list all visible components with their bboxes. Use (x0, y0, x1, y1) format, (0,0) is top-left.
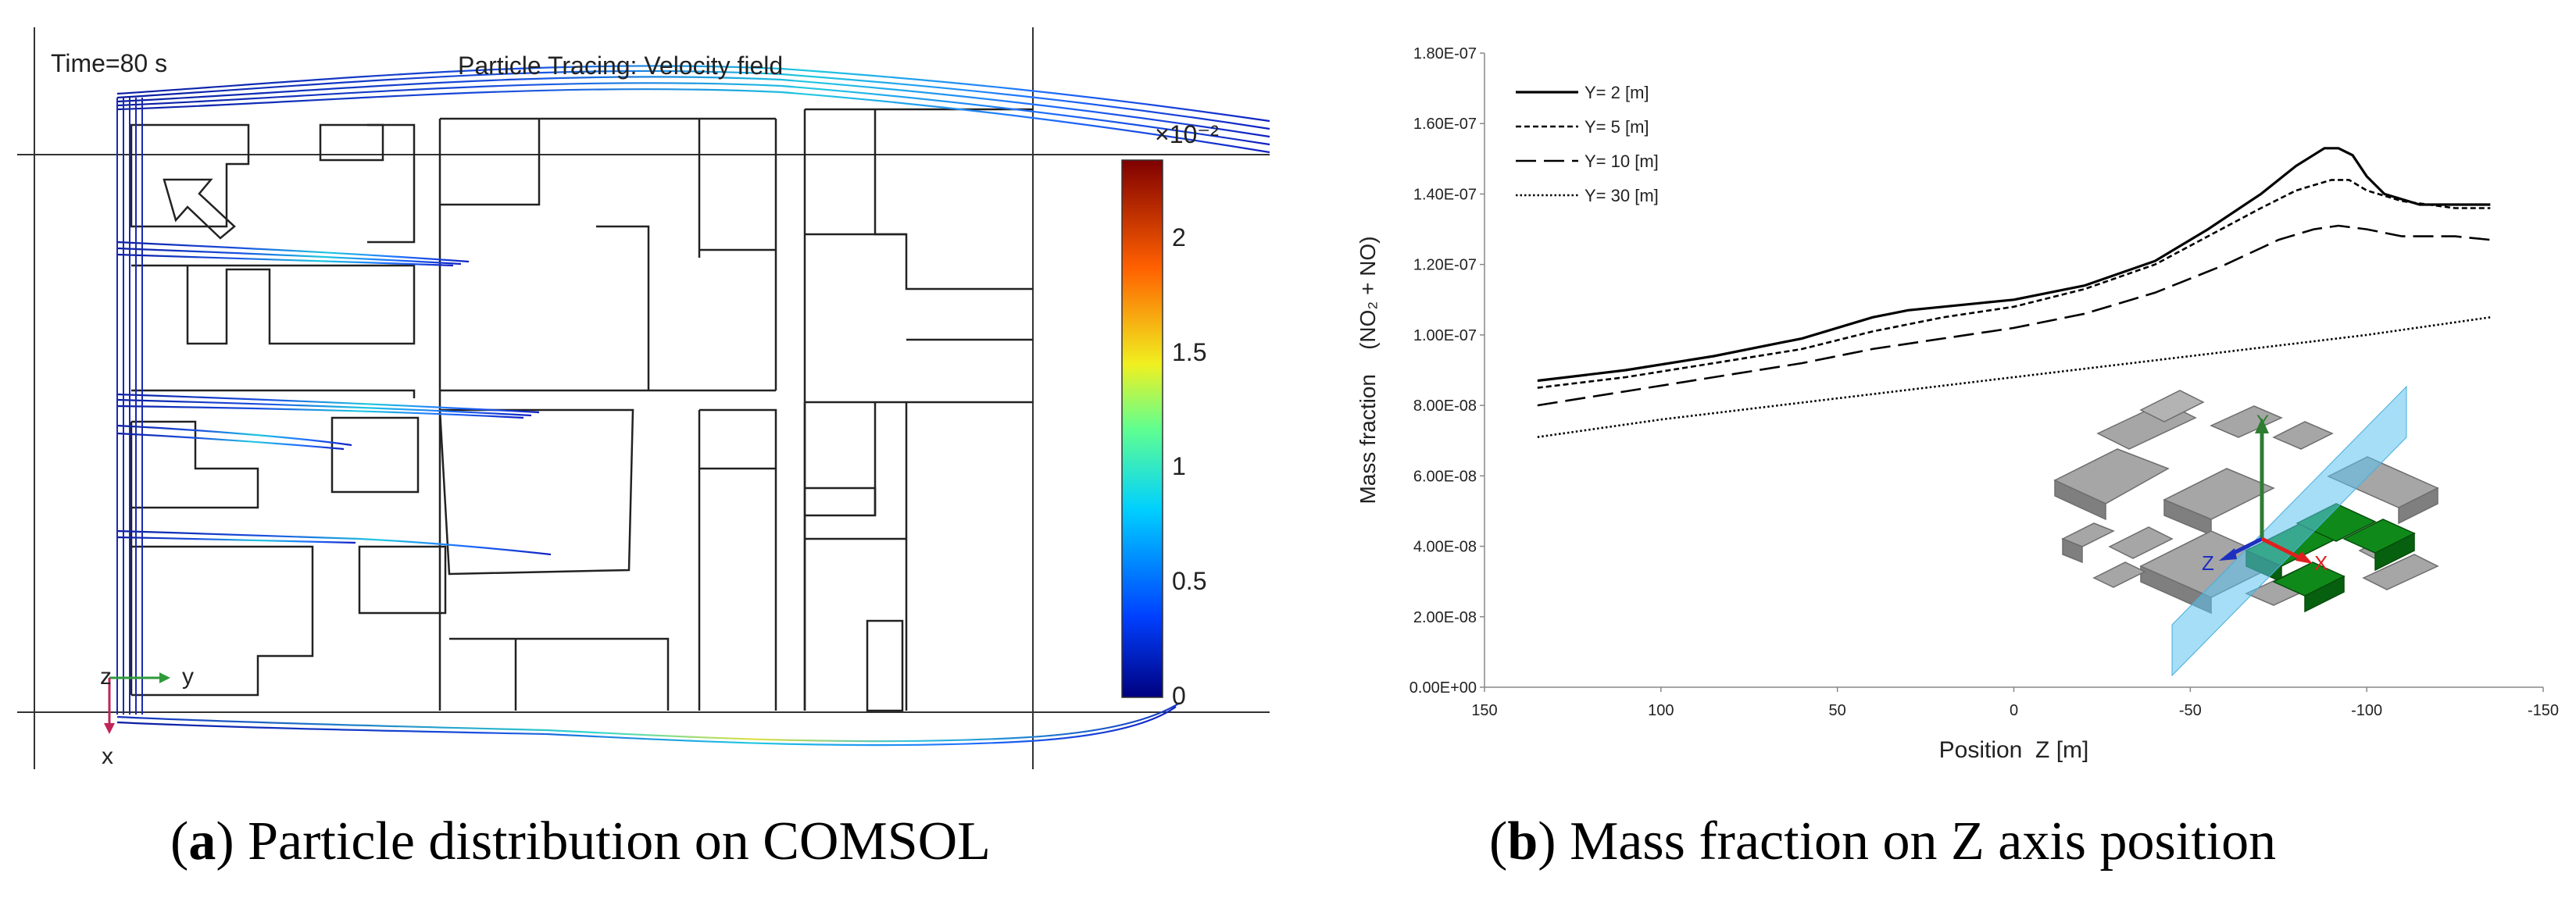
inset-cut-plane (2171, 385, 2407, 677)
y-tick-label: 1.20E-07 (1413, 257, 1477, 274)
caption-b-letter: b (1507, 811, 1538, 872)
caption-b: (b) Mass fraction on Z axis position (1489, 811, 2277, 872)
axis-x-label: x (102, 743, 113, 769)
inset-x-label: X (2314, 551, 2328, 575)
series-line-3 (1537, 224, 2491, 407)
inset-axis-z-arrow (2219, 548, 2237, 561)
y-tick-label: 0.00E+00 (1409, 679, 1477, 697)
mass-fraction-chart: 0.00E+00 2.00E-08 4.00E-08 6.00E-08 8.00E-08… (1356, 45, 2559, 763)
x-tick-label: -100 (2351, 702, 2382, 719)
x-axis-title: Position Z [m] (1939, 737, 2089, 763)
y-tick-label: 1.80E-07 (1413, 45, 1477, 62)
y-tick-label: 8.00E-08 (1413, 397, 1477, 415)
colorbar-tick-label: 0.5 (1172, 567, 1206, 595)
axis-triad: z y x (100, 664, 194, 769)
left-particle-wall (116, 98, 143, 715)
colorbar (1121, 159, 1163, 698)
y-tick-label: 4.00E-08 (1413, 539, 1477, 556)
legend: Y= 2 [m] Y= 5 [m] Y= 10 [m] Y= 30 [m] (1516, 83, 1659, 205)
y-tick-label: 1.00E-07 (1413, 327, 1477, 344)
y-tick-label: 1.40E-07 (1413, 186, 1477, 203)
building-outlines (130, 108, 1033, 712)
panel-a-particle-plot: Time=80 s Particle Tracing: Velocity fie… (0, 0, 1281, 781)
y-tick-label: 6.00E-08 (1413, 468, 1477, 485)
caption-a-text: Particle distribution on COMSOL (248, 811, 991, 872)
inset-axis-x (2260, 536, 2303, 561)
arrow-building (163, 178, 236, 240)
inset-y-label: Y (2256, 412, 2269, 433)
inset-axis-y-arrow (2255, 418, 2269, 433)
x-tick-label: -150 (2528, 702, 2559, 719)
colorbar-tick-label: 1 (1172, 452, 1186, 480)
x-tick-label: 150 (1471, 702, 1497, 719)
axis-y-label: y (182, 664, 194, 690)
particle-streaks (116, 65, 1270, 747)
legend-label: Y= 2 [m] (1585, 83, 1649, 102)
time-label: Time=80 s (51, 49, 167, 77)
y-tick-label: 2.00E-08 (1413, 609, 1477, 626)
series-line-1 (1537, 147, 2491, 383)
axis-z-label: z (100, 664, 112, 690)
y-axis-title: Mass fraction (NO₂ + NO) (1356, 236, 1380, 504)
caption-b-text: Mass fraction on Z axis position (1570, 811, 2277, 872)
caption-a-letter: a (188, 811, 216, 872)
series-line-2 (1537, 179, 2491, 389)
inset-axis-x-arrow (2296, 551, 2313, 564)
caption-a: (a) Particle distribution on COMSOL (170, 811, 991, 872)
colorbar-tick-label: 1.5 (1172, 338, 1206, 366)
particle-tracing-figure: Time=80 s Particle Tracing: Velocity fie… (17, 27, 1270, 769)
inset-3d-view: Y Z X (2053, 385, 2439, 677)
series-line-4 (1537, 316, 2491, 438)
panel-b-line-chart: 0.00E+00 2.00E-08 4.00E-08 6.00E-08 8.00E-08… (1328, 0, 2576, 781)
x-tick-label: -50 (2179, 702, 2202, 719)
x-tick-label: 0 (2010, 702, 2018, 719)
legend-label: Y= 10 [m] (1585, 152, 1659, 171)
plot-title: Particle Tracing: Velocity field (458, 52, 783, 80)
inset-z-label: Z (2202, 551, 2214, 575)
colorbar-exponent: ×10⁻² (1155, 120, 1219, 148)
colorbar-tick-label: 0 (1172, 682, 1186, 710)
colorbar-tick-label: 2 (1172, 223, 1186, 251)
colorbar-ticks: 2 1.5 1 0.5 0 (1172, 223, 1206, 710)
legend-label: Y= 30 [m] (1585, 186, 1659, 205)
x-tick-label: 100 (1648, 702, 1674, 719)
x-tick-label: 50 (1829, 702, 1846, 719)
legend-label: Y= 5 [m] (1585, 117, 1649, 137)
frame-lines (17, 27, 1270, 769)
y-tick-label: 1.60E-07 (1413, 116, 1477, 133)
inset-axis-z (2229, 536, 2263, 557)
